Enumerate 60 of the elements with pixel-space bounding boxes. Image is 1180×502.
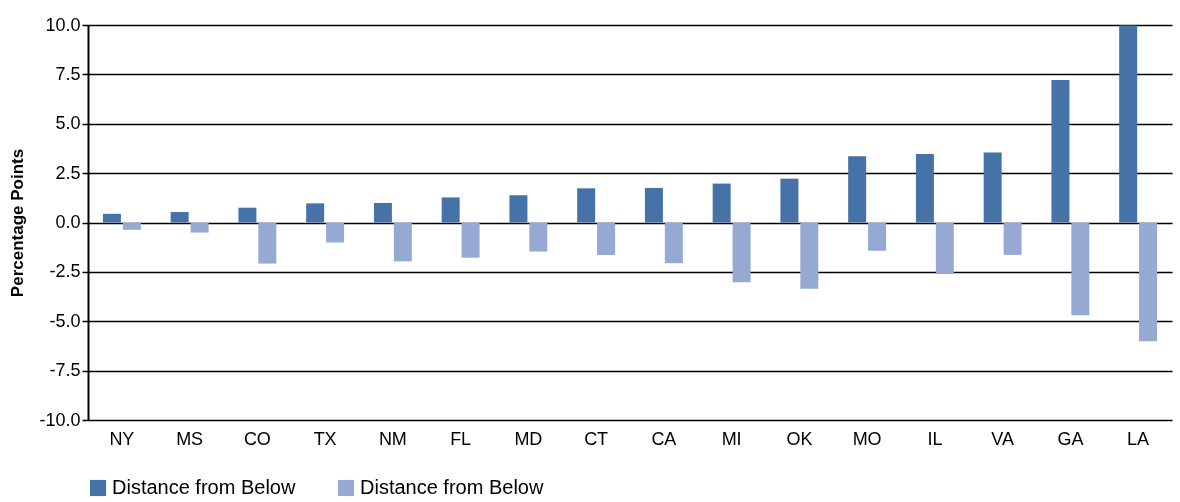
y-tick-label: -7.5 — [49, 360, 81, 381]
y-tick-label: -10.0 — [39, 409, 81, 430]
bar — [170, 212, 189, 223]
x-tick-label: MS — [176, 428, 204, 449]
x-tick-label: CA — [651, 428, 677, 449]
bar — [983, 152, 1002, 223]
bar — [732, 222, 751, 283]
bar — [306, 203, 325, 223]
bar — [1119, 25, 1138, 223]
bar — [529, 222, 548, 252]
x-tick-label: LA — [1127, 428, 1150, 449]
bar — [915, 153, 934, 223]
x-tick-label: IL — [927, 428, 943, 449]
bar — [868, 222, 887, 251]
bar — [1139, 222, 1158, 342]
bar — [190, 222, 209, 233]
x-tick-label: GA — [1057, 428, 1084, 449]
bar — [1071, 222, 1090, 316]
x-tick-label: OK — [786, 428, 813, 449]
bar — [509, 195, 528, 223]
bar — [1003, 222, 1022, 255]
x-tick-label: NM — [378, 428, 407, 449]
bar — [373, 202, 392, 223]
bar — [664, 222, 683, 264]
bar — [461, 222, 480, 258]
bar — [441, 197, 460, 223]
x-tick-label: CT — [584, 428, 609, 449]
y-tick-label: 7.5 — [55, 63, 81, 84]
bar — [597, 222, 616, 255]
bar — [848, 156, 867, 223]
bar — [238, 207, 257, 223]
x-tick-label: TX — [313, 428, 337, 449]
y-axis-title: Percentage Points — [8, 148, 28, 298]
legend-label: Distance from Below — [360, 476, 544, 498]
bar — [258, 222, 277, 264]
bar — [577, 188, 596, 223]
bar — [712, 183, 731, 223]
bar — [780, 178, 799, 223]
bar — [644, 187, 663, 223]
y-tick-label: -2.5 — [49, 261, 81, 282]
bar — [393, 222, 412, 262]
bar — [122, 222, 141, 230]
y-tick-label: -5.0 — [49, 310, 81, 331]
y-tick-label: 5.0 — [55, 113, 81, 134]
x-tick-label: MD — [514, 428, 543, 449]
bar — [935, 222, 954, 274]
y-tick-label: 0.0 — [55, 212, 81, 232]
y-tick-label: 10.0 — [45, 14, 81, 35]
x-tick-label: VA — [991, 428, 1014, 449]
bar — [800, 222, 819, 289]
x-tick-label: CO — [243, 428, 271, 449]
x-tick-label: NY — [109, 428, 135, 449]
bar — [1051, 80, 1070, 223]
bar — [102, 213, 121, 223]
bar — [326, 222, 345, 243]
legend-label: Distance from Below — [112, 476, 296, 498]
y-tick-label: 2.5 — [55, 162, 81, 183]
x-tick-label: FL — [450, 428, 472, 449]
x-tick-label: MI — [721, 428, 742, 449]
x-tick-label: MO — [852, 428, 882, 449]
